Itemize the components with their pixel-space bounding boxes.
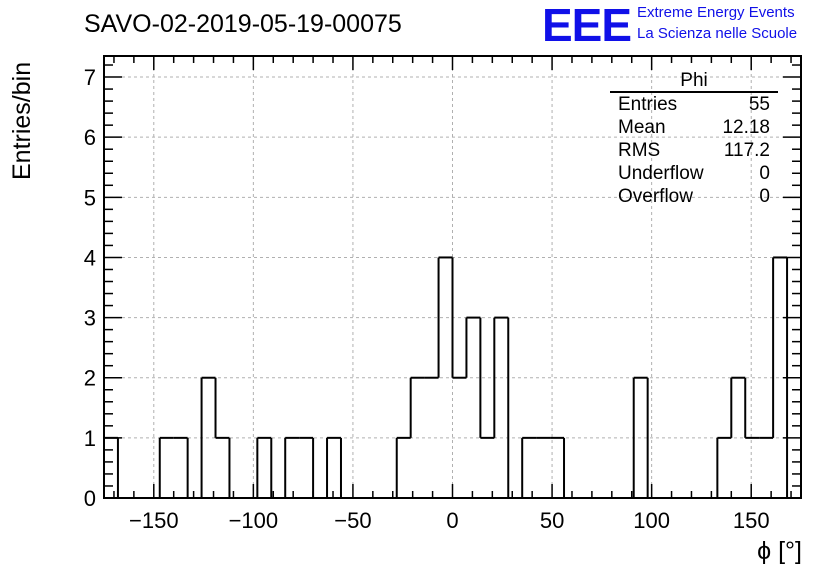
y-tick-label: 7 — [84, 65, 96, 90]
x-tick-label: −150 — [129, 508, 179, 533]
run-title: SAVO-02-2019-05-19-00075 — [84, 10, 402, 38]
y-tick-label: 6 — [84, 125, 96, 150]
stats-value: 55 — [748, 94, 770, 115]
y-tick-label: 1 — [84, 426, 96, 451]
stats-value: 12.18 — [722, 117, 770, 138]
logo-tagline-1: Extreme Energy Events — [637, 4, 795, 21]
y-tick-label: 4 — [84, 245, 96, 270]
stats-label: RMS — [618, 140, 661, 161]
stats-row-rms: RMS 117.2 — [610, 139, 778, 162]
stats-row-overflow: Overflow 0 — [610, 185, 778, 208]
x-tick-label: −100 — [229, 508, 279, 533]
stats-box: Phi Entries 55 Mean 12.18 RMS 117.2 Unde… — [610, 70, 778, 208]
eee-logo: EEE — [542, 0, 632, 51]
y-tick-label: 2 — [84, 366, 96, 391]
x-tick-label: 0 — [446, 508, 458, 533]
x-axis-label: ϕ [°] — [757, 537, 802, 565]
y-tick-label: 5 — [84, 185, 96, 210]
x-tick-label: 50 — [540, 508, 564, 533]
stats-label: Overflow — [618, 186, 693, 207]
stats-value: 117.2 — [723, 140, 770, 161]
y-tick-label: 3 — [84, 306, 96, 331]
logo-tagline-2: La Scienza nelle Scuole — [637, 25, 798, 42]
stats-label: Underflow — [618, 163, 704, 184]
y-axis-label: Entries/bin — [8, 61, 36, 180]
stats-row-mean: Mean 12.18 — [610, 116, 778, 139]
y-tick-label: 0 — [84, 486, 96, 511]
x-tick-label: −50 — [334, 508, 371, 533]
stats-title: Phi — [610, 70, 778, 93]
x-tick-label: 100 — [633, 508, 670, 533]
stats-label: Entries — [618, 94, 678, 115]
stats-row-entries: Entries 55 — [610, 93, 778, 116]
stats-row-underflow: Underflow 0 — [610, 162, 778, 185]
x-tick-label: 150 — [733, 508, 770, 533]
stats-value: 0 — [759, 163, 770, 184]
stats-label: Mean — [618, 117, 666, 138]
stats-value: 0 — [759, 186, 770, 207]
